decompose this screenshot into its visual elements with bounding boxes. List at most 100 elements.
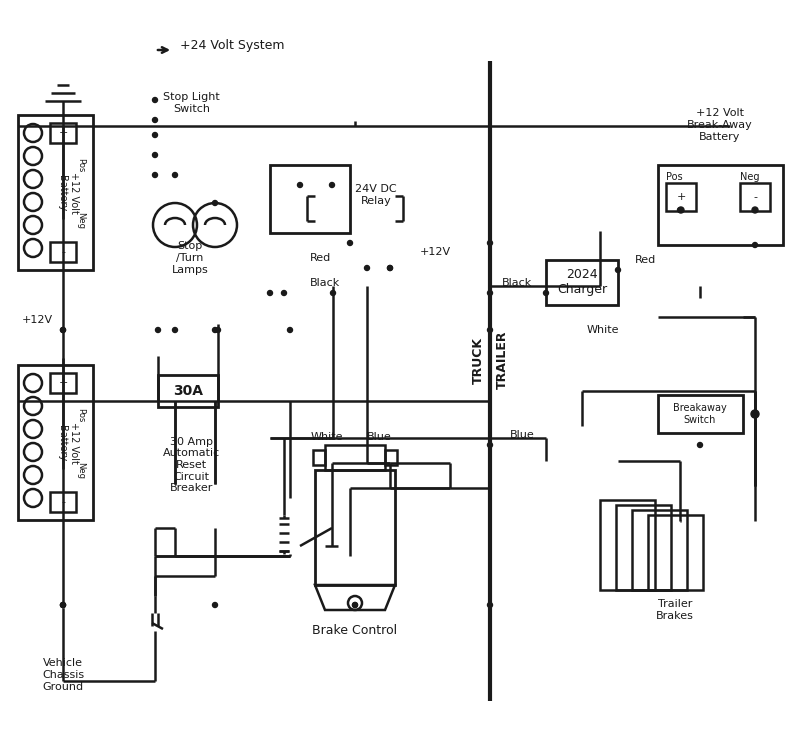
Bar: [50, 123, 76, 143]
Text: Pos: Pos: [666, 172, 682, 182]
Text: Blue: Blue: [510, 430, 534, 440]
Circle shape: [678, 207, 684, 213]
Bar: [313, 450, 325, 465]
Circle shape: [215, 327, 221, 333]
Text: +12 Volt
Battery: +12 Volt Battery: [58, 422, 79, 464]
Circle shape: [61, 602, 66, 607]
Bar: [18, 365, 93, 520]
Text: Neg: Neg: [77, 461, 86, 479]
Circle shape: [61, 602, 66, 607]
Text: Brake Control: Brake Control: [313, 624, 398, 637]
Text: White: White: [587, 325, 619, 335]
Circle shape: [267, 290, 273, 295]
Text: -: -: [61, 247, 65, 257]
Circle shape: [487, 602, 493, 607]
Bar: [18, 115, 93, 270]
Circle shape: [330, 290, 335, 295]
Circle shape: [213, 602, 218, 607]
Circle shape: [213, 327, 218, 333]
Circle shape: [330, 183, 334, 187]
Text: White: White: [311, 432, 343, 442]
Text: Stop
/Turn
Lamps: Stop /Turn Lamps: [172, 241, 208, 275]
Text: TRAILER: TRAILER: [495, 330, 509, 389]
Text: -: -: [753, 192, 757, 202]
Circle shape: [487, 240, 493, 246]
Circle shape: [678, 208, 682, 213]
Bar: [546, 260, 618, 305]
Text: 30A: 30A: [173, 384, 203, 398]
Circle shape: [287, 327, 293, 333]
Bar: [658, 395, 743, 433]
Circle shape: [387, 265, 393, 270]
Bar: [658, 165, 783, 245]
Circle shape: [282, 290, 286, 295]
Circle shape: [487, 442, 493, 447]
Bar: [158, 375, 218, 407]
Text: +: +: [58, 378, 68, 388]
Text: Red: Red: [310, 253, 331, 263]
Bar: [325, 445, 385, 470]
Circle shape: [753, 243, 758, 248]
Text: Neg: Neg: [740, 172, 759, 182]
Circle shape: [698, 442, 702, 447]
Circle shape: [615, 268, 621, 273]
Circle shape: [153, 97, 158, 102]
Bar: [385, 450, 397, 465]
Circle shape: [353, 602, 358, 607]
Circle shape: [173, 327, 178, 333]
Circle shape: [365, 265, 370, 270]
Text: +12 Volt
Battery: +12 Volt Battery: [58, 172, 79, 214]
Text: Neg: Neg: [77, 211, 86, 229]
Text: Pos: Pos: [77, 158, 86, 173]
Circle shape: [353, 602, 358, 607]
Bar: [616, 505, 671, 590]
Text: +: +: [676, 192, 686, 202]
Bar: [315, 470, 395, 585]
Bar: [632, 510, 687, 590]
Text: -: -: [61, 497, 65, 507]
Bar: [600, 500, 655, 590]
Circle shape: [543, 290, 549, 295]
Text: Stop Light
Switch: Stop Light Switch: [163, 92, 220, 114]
Circle shape: [155, 327, 161, 333]
Circle shape: [298, 183, 302, 187]
Bar: [740, 183, 770, 211]
Circle shape: [61, 602, 66, 607]
Bar: [666, 183, 696, 211]
Circle shape: [487, 290, 493, 295]
Text: Red: Red: [635, 255, 656, 265]
Circle shape: [347, 240, 353, 246]
Circle shape: [213, 200, 218, 205]
Text: Black: Black: [502, 278, 532, 288]
Text: +12V: +12V: [22, 315, 53, 325]
Text: 30 Amp
Automatic
Reset
Circuit
Breaker: 30 Amp Automatic Reset Circuit Breaker: [163, 437, 220, 493]
Bar: [50, 492, 76, 512]
Circle shape: [61, 327, 66, 333]
Text: Black: Black: [310, 278, 340, 288]
Text: Trailer
Brakes: Trailer Brakes: [656, 599, 694, 621]
Circle shape: [387, 265, 393, 270]
Circle shape: [173, 173, 178, 178]
Circle shape: [153, 153, 158, 157]
Circle shape: [153, 132, 158, 137]
Text: Breakaway
Switch: Breakaway Switch: [673, 404, 727, 425]
Text: +12V: +12V: [420, 247, 451, 257]
Text: Vehicle
Chassis
Ground: Vehicle Chassis Ground: [42, 659, 84, 692]
Text: +24 Volt System: +24 Volt System: [180, 39, 285, 51]
Bar: [270, 165, 350, 233]
Circle shape: [61, 327, 66, 333]
Circle shape: [487, 327, 493, 333]
Text: +: +: [58, 128, 68, 138]
Text: 2024
Charger: 2024 Charger: [557, 268, 607, 296]
Circle shape: [153, 173, 158, 178]
Circle shape: [153, 118, 158, 123]
Bar: [50, 373, 76, 393]
Circle shape: [751, 410, 759, 418]
Text: Pos: Pos: [77, 408, 86, 423]
Bar: [50, 242, 76, 262]
Text: 24V DC
Relay: 24V DC Relay: [355, 184, 397, 206]
Circle shape: [752, 207, 758, 213]
Bar: [648, 515, 703, 590]
Text: +12 Volt
Break-Away
Battery: +12 Volt Break-Away Battery: [687, 108, 753, 142]
Text: TRUCK: TRUCK: [471, 336, 485, 384]
